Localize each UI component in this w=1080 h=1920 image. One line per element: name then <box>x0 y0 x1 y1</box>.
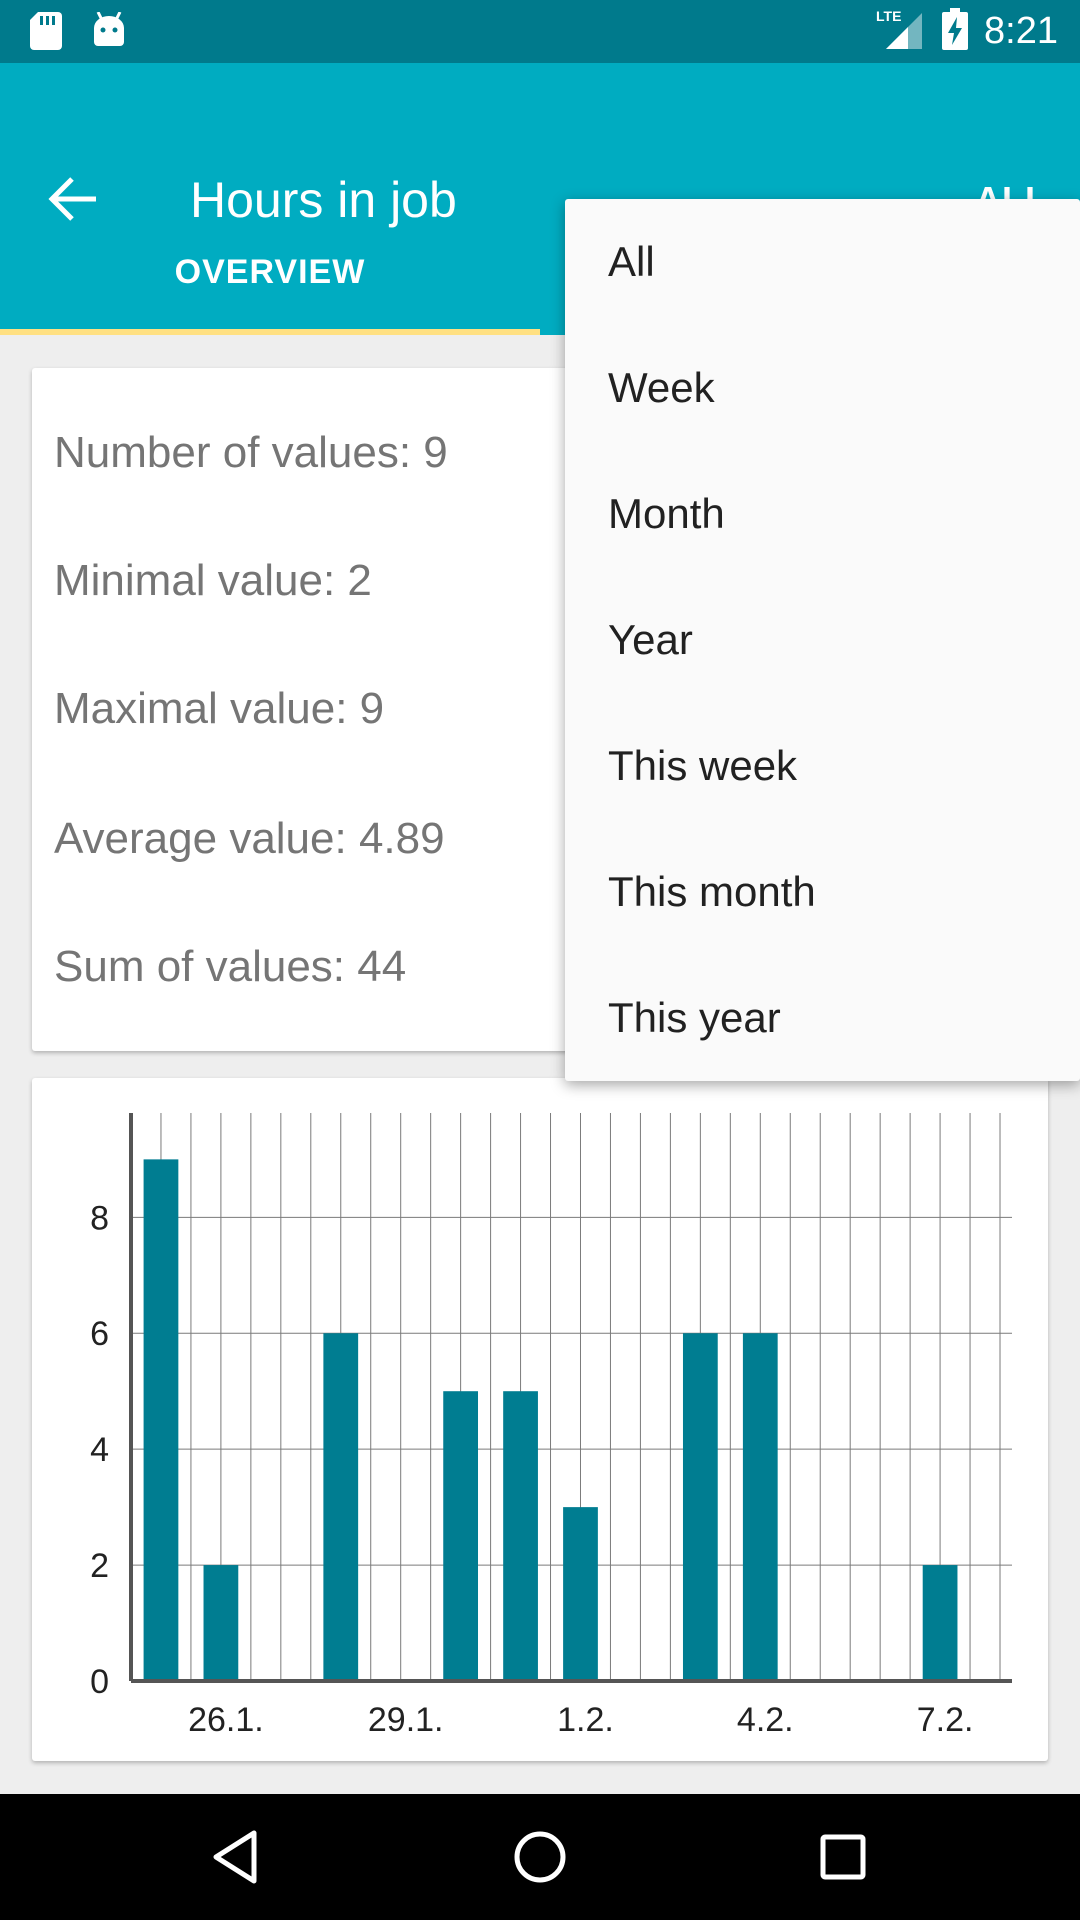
bar <box>922 1565 958 1679</box>
navigation-bar <box>0 1794 1080 1920</box>
dropdown-item-label: All <box>608 238 655 285</box>
sd-card-icon <box>30 12 62 55</box>
bar <box>443 1391 479 1679</box>
tab-overview-label: OVERVIEW <box>174 253 366 291</box>
y-tick-label: 0 <box>90 1663 109 1701</box>
y-tick-label: 6 <box>90 1315 109 1353</box>
svg-text:LTE: LTE <box>876 8 901 24</box>
dropdown-item-label: Week <box>608 364 715 411</box>
x-tick-label: 4.2. <box>737 1701 794 1739</box>
page-title: Hours in job <box>190 172 457 228</box>
circle-home-icon <box>514 1831 566 1883</box>
android-icon <box>92 11 126 55</box>
dropdown-item-year[interactable]: Year <box>565 577 1080 703</box>
dropdown-item-all[interactable]: All <box>565 199 1080 325</box>
stat-max: Maximal value: 9 <box>54 684 385 733</box>
stat-average: Average value: 4.89 <box>54 814 445 863</box>
bar <box>503 1391 538 1679</box>
y-tick-label: 8 <box>90 1199 109 1237</box>
y-tick-label: 2 <box>90 1547 109 1585</box>
square-recents-icon <box>820 1834 866 1880</box>
x-tick-label: 26.1. <box>188 1701 264 1739</box>
bar <box>203 1565 239 1679</box>
dropdown-item-this-year[interactable]: This year <box>565 955 1080 1081</box>
y-tick-label: 4 <box>90 1431 109 1469</box>
bar <box>563 1507 598 1679</box>
bar-chart: 0 2 4 6 8 26.1. 29.1. 1.2. 4.2. 7.2. <box>90 1113 1012 1739</box>
nav-recents-button[interactable] <box>805 1819 881 1895</box>
x-tick-label: 1.2. <box>557 1701 614 1739</box>
dropdown-item-this-month[interactable]: This month <box>565 829 1080 955</box>
dropdown-item-this-week[interactable]: This week <box>565 703 1080 829</box>
bar <box>682 1333 718 1679</box>
chart-card: 0 2 4 6 8 26.1. 29.1. 1.2. 4.2. 7.2. <box>32 1078 1048 1761</box>
nav-home-button[interactable] <box>502 1819 578 1895</box>
bar <box>143 1159 179 1679</box>
battery-charging-icon <box>942 8 969 55</box>
arrow-back-icon <box>48 177 96 221</box>
back-button[interactable] <box>44 169 104 229</box>
triangle-back-icon <box>213 1830 257 1884</box>
status-time: 8:21 <box>984 10 1058 52</box>
tab-bar: OVERVIEW <box>0 245 1080 335</box>
nav-back-button[interactable] <box>198 1819 274 1895</box>
stat-sum: Sum of values: 44 <box>54 942 407 991</box>
stat-count: Number of values: 9 <box>54 428 448 477</box>
dropdown-item-label: This week <box>608 742 798 789</box>
dropdown-item-label: Month <box>608 490 725 537</box>
dropdown-item-label: This year <box>608 994 781 1041</box>
x-tick-label: 7.2. <box>917 1701 974 1739</box>
dropdown-item-month[interactable]: Month <box>565 451 1080 577</box>
dropdown-item-label: This month <box>608 868 816 915</box>
status-bar: LTE 8:21 <box>0 0 1080 63</box>
period-dropdown-menu: All Week Month Year This week This month… <box>565 199 1080 1081</box>
stat-min: Minimal value: 2 <box>54 556 372 605</box>
dropdown-item-week[interactable]: Week <box>565 325 1080 451</box>
tab-overview[interactable]: OVERVIEW <box>0 245 540 335</box>
dropdown-item-label: Year <box>608 616 693 663</box>
bar <box>742 1333 778 1679</box>
signal-icon: LTE <box>876 7 926 56</box>
bar <box>323 1333 359 1679</box>
x-tick-label: 29.1. <box>368 1701 444 1739</box>
tab-indicator <box>0 329 540 335</box>
